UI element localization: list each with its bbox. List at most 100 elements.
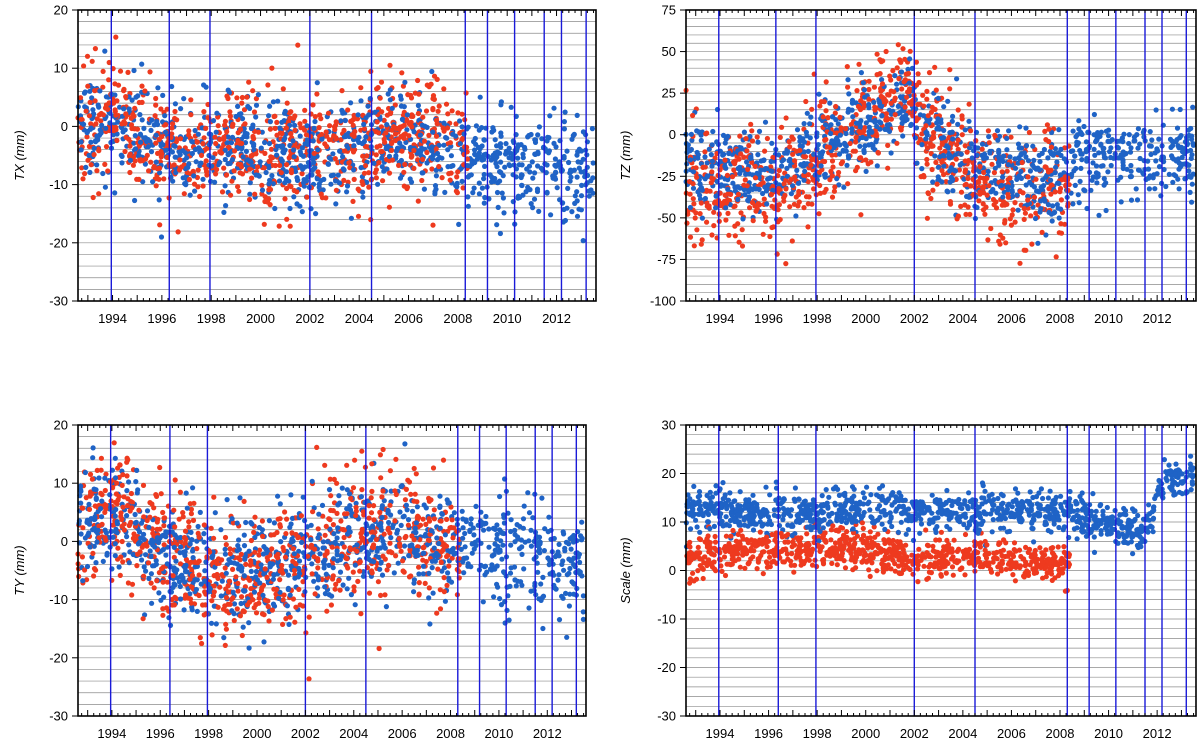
point-blue (297, 204, 302, 209)
point-red (725, 173, 730, 178)
point-blue (277, 178, 282, 183)
point-red (436, 109, 441, 114)
point-red (239, 101, 244, 106)
point-red (883, 98, 888, 103)
point-blue (862, 95, 867, 100)
point-red (82, 171, 87, 176)
x-tick-label: 1998 (197, 311, 226, 326)
point-red (954, 142, 959, 147)
point-red (371, 503, 376, 508)
point-blue (1084, 147, 1089, 152)
point-red (460, 112, 465, 117)
point-red (322, 463, 327, 468)
point-red (235, 138, 240, 143)
y-tick-label: 10 (54, 61, 68, 76)
point-red (435, 121, 440, 126)
point-red (923, 123, 928, 128)
point-red (334, 119, 339, 124)
point-red (348, 119, 353, 124)
point-blue (849, 130, 854, 135)
point-blue (183, 182, 188, 187)
point-blue (947, 155, 952, 160)
point-blue (365, 104, 370, 109)
point-red (246, 80, 251, 85)
point-red (960, 132, 965, 137)
point-blue (351, 167, 356, 172)
point-blue (415, 504, 420, 509)
point-blue (1056, 127, 1061, 132)
point-red (853, 149, 858, 154)
point-blue (535, 163, 540, 168)
point-blue (1168, 137, 1173, 142)
point-blue (1138, 156, 1143, 161)
point-red (907, 86, 912, 91)
point-red (146, 168, 151, 173)
point-red (745, 167, 750, 172)
point-blue (1128, 163, 1133, 168)
point-red (978, 175, 983, 180)
point-red (334, 188, 339, 193)
point-blue (279, 144, 284, 149)
point-red (699, 200, 704, 205)
point-blue (866, 114, 871, 119)
point-blue (834, 136, 839, 141)
x-tick-label: 2000 (246, 311, 275, 326)
point-red (934, 88, 939, 93)
point-red (784, 115, 789, 120)
point-blue (572, 132, 577, 137)
point-red (148, 160, 153, 165)
point-blue (999, 183, 1004, 188)
point-red (324, 129, 329, 134)
point-blue (315, 585, 320, 590)
point-blue (1094, 163, 1099, 168)
point-blue (740, 216, 745, 221)
point-blue (271, 577, 276, 582)
point-red (284, 162, 289, 167)
point-red (151, 165, 156, 170)
point-blue (540, 575, 545, 580)
point-blue (279, 120, 284, 125)
point-blue (557, 542, 562, 547)
point-blue (1106, 133, 1111, 138)
point-blue (198, 510, 203, 515)
point-blue (272, 206, 277, 211)
point-blue (319, 137, 324, 142)
point-blue (827, 101, 832, 106)
point-blue (1096, 213, 1101, 218)
point-blue (528, 528, 533, 533)
point-blue (1081, 124, 1086, 129)
point-red (900, 46, 905, 51)
point-red (331, 522, 336, 527)
point-blue (1105, 169, 1110, 174)
point-blue (866, 102, 871, 107)
point-red (992, 133, 997, 138)
point-blue (360, 195, 365, 200)
point-red (186, 132, 191, 137)
point-red (898, 60, 903, 65)
point-red (281, 86, 286, 91)
point-blue (1126, 141, 1131, 146)
point-blue (562, 119, 567, 124)
point-red (121, 88, 126, 93)
point-red (324, 144, 329, 149)
point-blue (932, 153, 937, 158)
point-blue (159, 234, 164, 239)
point-red (288, 224, 293, 229)
point-red (763, 219, 768, 224)
point-red (738, 151, 743, 156)
point-blue (885, 122, 890, 127)
point-red (866, 161, 871, 166)
point-blue (361, 122, 366, 127)
point-red (106, 77, 111, 82)
point-blue (170, 149, 175, 154)
point-red (761, 211, 766, 216)
point-red (783, 186, 788, 191)
point-blue (776, 152, 781, 157)
point-red (733, 233, 738, 238)
point-red (441, 86, 446, 91)
point-red (857, 156, 862, 161)
point-blue (173, 144, 178, 149)
point-blue (532, 197, 537, 202)
point-blue (572, 201, 577, 206)
point-blue (181, 96, 186, 101)
